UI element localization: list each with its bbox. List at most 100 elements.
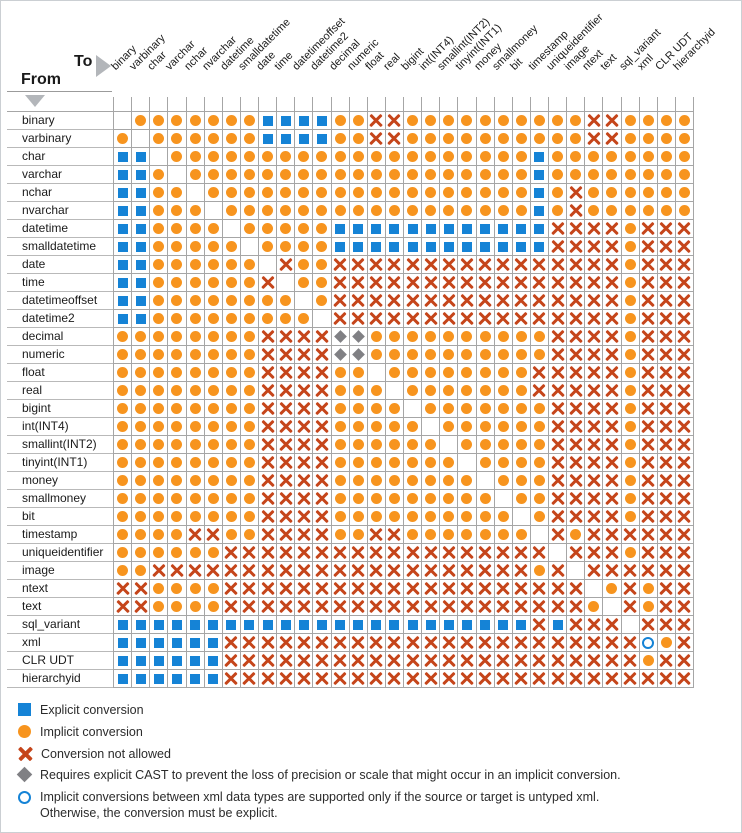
matrix-cell [549,418,568,436]
matrix-cell [367,184,386,202]
matrix-cell [422,166,441,184]
not-allowed-icon [551,420,564,433]
implicit-conversion-icon [660,637,672,648]
matrix-cell [549,580,568,598]
matrix-cell [367,328,386,346]
matrix-cell [114,472,133,490]
matrix-cell [331,544,350,562]
matrix-cell [567,292,586,310]
matrix-cell [259,616,278,634]
matrix-cell [657,346,676,364]
matrix-cell [204,400,223,418]
legend-label: Conversion not allowed [41,747,171,761]
xml-implicit-icon [642,636,655,649]
matrix-cell [494,364,513,382]
matrix-cell [132,490,151,508]
implicit-conversion-icon [370,421,382,432]
not-allowed-icon [569,384,582,397]
implicit-conversion-icon [624,151,636,162]
matrix-cell [240,220,259,238]
header-tick [350,97,368,111]
not-allowed-icon [678,402,691,415]
not-allowed-icon [279,258,292,271]
implicit-conversion-icon [497,529,509,540]
implicit-conversion-icon [479,331,491,342]
implicit-conversion-icon [334,457,346,468]
not-allowed-icon [261,528,274,541]
implicit-conversion-icon [334,133,346,144]
matrix-cell [621,580,640,598]
not-allowed-icon [515,564,528,577]
not-allowed-icon [587,330,600,343]
implicit-conversion-icon [334,151,346,162]
explicit-conversion-icon [117,223,128,234]
not-allowed-icon [352,636,365,649]
not-allowed-icon [605,258,618,271]
not-allowed-icon [551,654,564,667]
implicit-conversion-icon [171,601,183,612]
not-allowed-icon [551,600,564,613]
matrix-cell [675,544,694,562]
not-allowed-icon [261,456,274,469]
matrix-cell [603,436,622,454]
implicit-conversion-icon [153,457,165,468]
matrix-cell [404,292,423,310]
not-allowed-icon [605,276,618,289]
matrix-cell [639,580,658,598]
matrix-cell [349,634,368,652]
implicit-conversion-icon [606,205,618,216]
matrix-cell [530,328,549,346]
matrix-cell [150,292,169,310]
implicit-conversion-icon [316,259,328,270]
implicit-conversion-icon [262,187,274,198]
legend-item-explicit: Explicit conversion [18,702,144,718]
not-allowed-icon [243,600,256,613]
not-allowed-icon [569,186,582,199]
not-allowed-icon [334,672,347,685]
implicit-conversion-icon [153,601,165,612]
not-allowed-icon [660,402,673,415]
matrix-cell [186,220,205,238]
matrix-cell [186,184,205,202]
matrix-cell [549,238,568,256]
matrix-cell [240,490,259,508]
matrix-cell [204,364,223,382]
not-allowed-icon [134,582,147,595]
matrix-cell [186,112,205,130]
not-allowed-icon [551,366,564,379]
not-allowed-icon [388,582,401,595]
explicit-conversion-icon [443,619,454,630]
implicit-conversion-icon [225,331,237,342]
implicit-conversion-icon [298,151,310,162]
matrix-cell [422,382,441,400]
matrix-cell [313,238,332,256]
matrix-cell [259,580,278,598]
row-label-float: float [7,364,113,382]
implicit-conversion-icon [388,367,400,378]
implicit-conversion-icon [225,151,237,162]
implicit-conversion-icon [352,421,364,432]
implicit-conversion-icon [425,331,437,342]
implicit-conversion-icon [334,439,346,450]
matrix-cell [240,346,259,364]
not-allowed-icon [569,600,582,613]
matrix-cell [440,580,459,598]
implicit-conversion-icon [207,349,219,360]
matrix-cell [675,256,694,274]
explicit-conversion-icon [407,241,418,252]
implicit-conversion-icon [425,439,437,450]
implicit-conversion-icon [171,385,183,396]
implicit-conversion-icon [660,151,672,162]
matrix-cell [349,274,368,292]
matrix-cell [367,490,386,508]
implicit-conversion-icon [570,115,582,126]
matrix-cell [657,526,676,544]
explicit-conversion-icon [153,619,164,630]
legend-item-implicit: Implicit conversion [18,724,143,740]
matrix-cell [621,274,640,292]
not-allowed-icon [152,564,165,577]
matrix-cell [331,670,350,688]
matrix-cell [204,238,223,256]
not-allowed-icon [315,330,328,343]
not-allowed-icon [660,654,673,667]
